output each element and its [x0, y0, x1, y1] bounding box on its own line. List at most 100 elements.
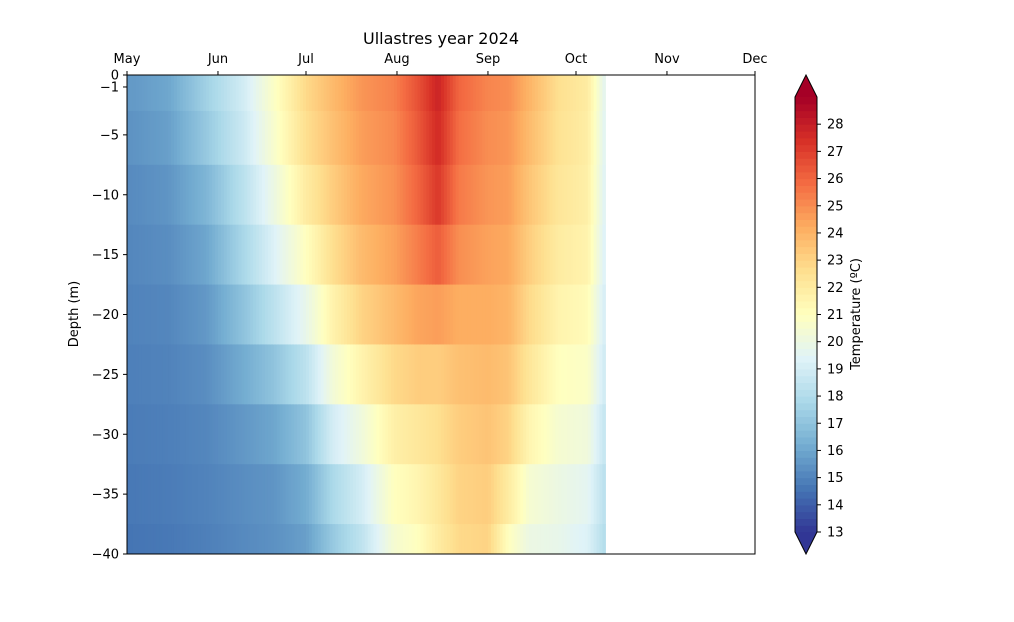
heatmap-cell	[523, 524, 527, 554]
heatmap-cell	[291, 224, 295, 286]
heatmap-cell	[508, 344, 513, 405]
heatmap-cell	[602, 110, 606, 166]
heatmap-cell	[470, 164, 474, 226]
heatmap-cell	[379, 75, 383, 112]
heatmap-cell	[300, 75, 304, 112]
heatmap-cell	[467, 344, 471, 405]
heatmap-cell	[361, 284, 366, 346]
heatmap-cell	[127, 224, 131, 286]
heatmap-cell	[288, 110, 292, 166]
colorbar-tick-label: 25	[827, 199, 844, 214]
colorbar-segment	[795, 341, 817, 350]
heatmap-cell	[596, 404, 601, 465]
heatmap-cell	[385, 284, 389, 346]
heatmap-cell	[197, 224, 201, 286]
heatmap-cell	[326, 224, 331, 286]
heatmap-cell	[443, 524, 448, 554]
heatmap-cell	[517, 464, 521, 525]
heatmap-cell	[314, 524, 319, 554]
heatmap-cell	[135, 75, 140, 112]
heatmap-cell	[341, 75, 345, 112]
heatmap-cell	[473, 75, 477, 112]
heatmap-cell	[179, 464, 184, 525]
heatmap-cell	[267, 110, 272, 166]
heatmap-cell	[291, 464, 295, 525]
heatmap-cell	[179, 344, 184, 405]
heatmap-cell	[153, 284, 157, 346]
heatmap-cell	[188, 284, 193, 346]
heatmap-cell	[479, 524, 483, 554]
heatmap-cell	[285, 224, 289, 286]
heatmap-cell	[593, 344, 598, 405]
colorbar-segment	[795, 382, 817, 390]
heatmap-cell	[344, 344, 348, 405]
heatmap-cell	[578, 164, 583, 226]
heatmap-cell	[526, 75, 530, 112]
heatmap-cell	[282, 464, 287, 525]
heatmap-cell	[261, 164, 266, 226]
heatmap-cell	[347, 224, 351, 286]
heatmap-cell	[464, 75, 469, 112]
heatmap-cell	[394, 464, 398, 525]
colorbar-segment	[795, 280, 817, 288]
heatmap-cell	[320, 224, 325, 286]
heatmap-cell	[253, 524, 257, 554]
heatmap-cell	[587, 75, 592, 112]
heatmap-cell	[581, 110, 586, 166]
heatmap-cell	[138, 404, 143, 465]
heatmap-cell	[259, 75, 263, 112]
heatmap-cell	[485, 344, 489, 405]
heatmap-cell	[443, 404, 448, 465]
heatmap-cell	[329, 344, 334, 405]
heatmap-cell	[165, 464, 169, 525]
heatmap-cell	[552, 110, 557, 166]
heatmap-cell	[429, 224, 433, 286]
heatmap-cell	[529, 404, 533, 465]
heatmap-cell	[567, 284, 571, 346]
heatmap-cell	[514, 75, 518, 112]
heatmap-cell	[379, 404, 383, 465]
heatmap-cell	[285, 284, 289, 346]
heatmap-cell	[223, 224, 228, 286]
heatmap-cell	[168, 110, 172, 166]
heatmap-cell	[147, 110, 152, 166]
heatmap-cell	[153, 164, 157, 226]
heatmap-cell	[256, 164, 260, 226]
heatmap-cell	[567, 344, 571, 405]
heatmap-cell	[250, 344, 254, 405]
heatmap-cell	[379, 224, 383, 286]
heatmap-cell	[485, 75, 489, 112]
heatmap-cell	[593, 75, 598, 112]
heatmap-cell	[385, 75, 389, 112]
heatmap-cell	[534, 75, 539, 112]
heatmap-cell	[417, 164, 422, 226]
heatmap-cell	[197, 404, 201, 465]
heatmap-cell	[311, 524, 316, 554]
heatmap-cell	[147, 344, 152, 405]
heatmap-cell	[405, 75, 410, 112]
heatmap-cell	[311, 404, 316, 465]
heatmap-cell	[235, 224, 240, 286]
heatmap-cell	[220, 464, 225, 525]
heatmap-cell	[458, 284, 463, 346]
heatmap-cell	[370, 464, 375, 525]
heatmap-cell	[581, 404, 586, 465]
heatmap-cell	[162, 75, 166, 112]
heatmap-cell	[452, 524, 457, 554]
heatmap-cell	[555, 164, 559, 226]
heatmap-cell	[408, 164, 413, 226]
heatmap-cell	[347, 284, 351, 346]
heatmap-cell	[464, 524, 469, 554]
heatmap-cell	[452, 164, 457, 226]
heatmap-cell	[511, 75, 515, 112]
heatmap-cell	[250, 524, 254, 554]
heatmap-cell	[449, 110, 454, 166]
heatmap-cell	[508, 404, 513, 465]
heatmap-cell	[570, 284, 574, 346]
heatmap-cell	[379, 164, 383, 226]
heatmap-cell	[367, 404, 372, 465]
heatmap-cell	[361, 344, 366, 405]
heatmap-cell	[173, 284, 178, 346]
x-tick-label: Jun	[207, 52, 228, 67]
heatmap-cell	[420, 344, 424, 405]
